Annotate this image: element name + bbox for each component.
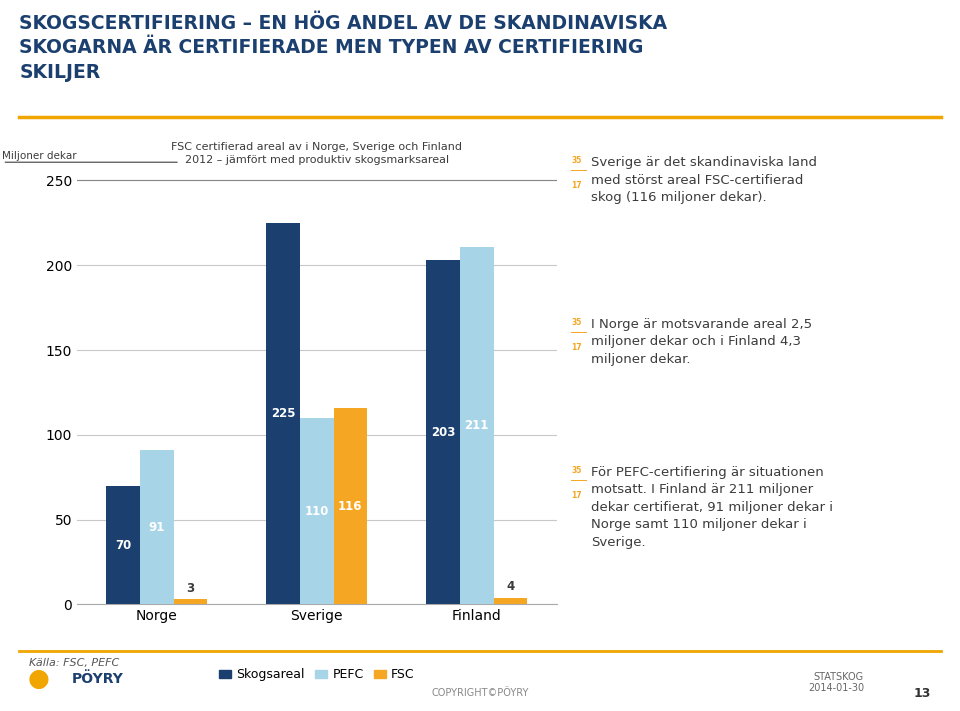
Text: 116: 116 bbox=[338, 500, 363, 513]
Text: 13: 13 bbox=[914, 687, 931, 700]
Text: I Norge är motsvarande areal 2,5
miljoner dekar och i Finland 4,3
miljoner dekar: I Norge är motsvarande areal 2,5 miljone… bbox=[591, 318, 812, 366]
Bar bbox=[493, 597, 527, 604]
Bar bbox=[140, 450, 174, 604]
Text: 203: 203 bbox=[431, 426, 455, 439]
Text: FSC certifierad areal av i Norge, Sverige och Finland
2012 – jämfört med produkt: FSC certifierad areal av i Norge, Sverig… bbox=[171, 142, 463, 166]
Text: 225: 225 bbox=[271, 407, 296, 420]
Text: Källa: FSC, PEFC: Källa: FSC, PEFC bbox=[29, 658, 119, 668]
Text: PÖYRY: PÖYRY bbox=[72, 672, 124, 686]
Bar bbox=[333, 407, 367, 604]
Text: 4: 4 bbox=[506, 580, 515, 593]
Legend: Skogsareal, PEFC, FSC: Skogsareal, PEFC, FSC bbox=[214, 663, 420, 686]
Bar bbox=[266, 223, 300, 604]
Text: 17: 17 bbox=[571, 343, 582, 352]
Bar bbox=[460, 247, 493, 604]
Text: För PEFC-certifiering är situationen
motsatt. I Finland är 211 miljoner
dekar ce: För PEFC-certifiering är situationen mot… bbox=[591, 466, 833, 549]
Bar bbox=[107, 486, 140, 604]
Text: SKOGSCERTIFIERING – EN HÖG ANDEL AV DE SKANDINAVISKA
SKOGARNA ÄR CERTIFIERADE ME: SKOGSCERTIFIERING – EN HÖG ANDEL AV DE S… bbox=[19, 14, 667, 82]
Text: 35: 35 bbox=[571, 156, 582, 165]
Text: 211: 211 bbox=[465, 419, 489, 432]
Text: 35: 35 bbox=[571, 318, 582, 327]
Text: 35: 35 bbox=[571, 466, 582, 475]
Text: 110: 110 bbox=[304, 505, 329, 518]
Text: COPYRIGHT©PÖYRY: COPYRIGHT©PÖYRY bbox=[431, 688, 529, 698]
Bar bbox=[426, 260, 460, 604]
Text: ●: ● bbox=[28, 667, 49, 691]
Text: 91: 91 bbox=[149, 520, 165, 534]
Text: Sverige är det skandinaviska land
med störst areal FSC-certifierad
skog (116 mil: Sverige är det skandinaviska land med st… bbox=[591, 156, 817, 204]
Text: STATSKOG
2014-01-30: STATSKOG 2014-01-30 bbox=[808, 672, 864, 693]
Text: 70: 70 bbox=[115, 538, 132, 552]
Bar bbox=[300, 418, 334, 604]
Text: 17: 17 bbox=[571, 181, 582, 191]
Text: 3: 3 bbox=[186, 582, 195, 595]
Text: Miljoner dekar: Miljoner dekar bbox=[3, 151, 77, 161]
Bar bbox=[174, 599, 207, 604]
Text: 17: 17 bbox=[571, 491, 582, 500]
